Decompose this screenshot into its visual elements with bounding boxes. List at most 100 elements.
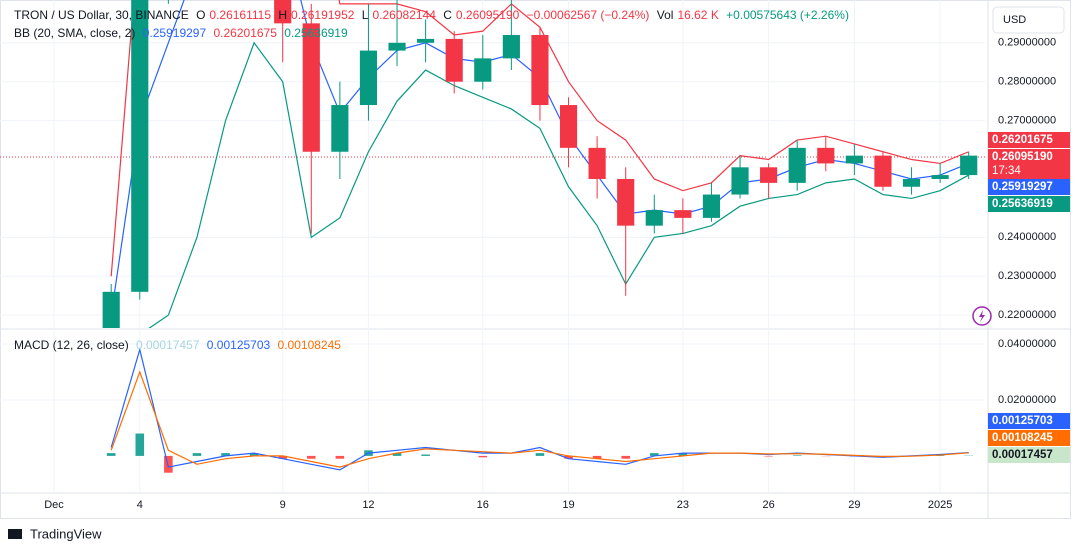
macd-hist-bar: [135, 433, 145, 456]
x-tick-label: 2025: [928, 499, 952, 511]
brand: TradingView: [30, 526, 102, 541]
y-tick-label: 0.27000000: [998, 115, 1056, 127]
y-tick-label: 0.28000000: [998, 76, 1056, 88]
candle-body: [845, 155, 863, 164]
x-tick-label: 12: [362, 499, 374, 511]
candle-body: [102, 291, 120, 328]
candle-body: [302, 23, 320, 152]
candle-body: [502, 35, 520, 59]
change: −0.00062567 (−0.24%): [526, 8, 650, 22]
o-label: O: [196, 8, 206, 22]
macd-hist-bar: [249, 453, 259, 456]
macd-hist-bar: [278, 455, 287, 459]
candle-body: [131, 0, 149, 292]
macd-hist-bar: [335, 455, 345, 459]
candle-body: [417, 38, 435, 43]
x-tick-label: 16: [477, 499, 489, 511]
x-tick-label: 19: [562, 499, 574, 511]
symbol: TRON / US Dollar, 30, BINANCE: [14, 8, 189, 22]
c-label: C: [443, 8, 452, 22]
currency-button[interactable]: [992, 6, 1065, 34]
candle-body: [902, 178, 921, 187]
candle-body: [817, 147, 835, 164]
candle-body: [474, 58, 492, 82]
vol-change: +0.00575643 (+2.26%): [726, 8, 849, 22]
bb-basis: 0.25919297: [142, 26, 207, 40]
x-tick-label: 26: [762, 499, 774, 511]
macd-hist-bar: [306, 455, 316, 459]
bb-name: BB (20, SMA, close, 2): [14, 26, 136, 40]
x-tick-label: 9: [280, 499, 286, 511]
candle-body: [588, 147, 606, 179]
macd-tag: 0.00125703: [988, 413, 1070, 429]
macd-hist-bar: [478, 455, 488, 458]
bb-legend: BB (20, SMA, close, 2) 0.25919297 0.2620…: [14, 26, 352, 40]
candle-body: [359, 50, 378, 106]
candle-body: [931, 175, 949, 179]
bb-upper: 0.26201675: [213, 26, 277, 40]
currency[interactable]: USD: [1003, 14, 1026, 26]
macd-hist-bar: [678, 453, 688, 456]
y-tick-label: 0.23000000: [998, 270, 1056, 282]
candle-body: [331, 105, 349, 152]
bb-line: [148, 41, 969, 328]
y2-tick-label: 0.02000000: [998, 394, 1056, 406]
price-value: 0.26095190: [992, 151, 1053, 163]
candle-body: [388, 42, 406, 51]
macd-hist-bar: [621, 455, 630, 459]
candle-body: [645, 210, 663, 226]
ohlc-legend: TRON / US Dollar, 30, BINANCE O 0.2616111…: [14, 8, 853, 22]
candle-body: [674, 210, 692, 218]
macd-hist-bar: [649, 453, 659, 456]
candle-body: [702, 194, 721, 218]
upper-tag: 0.26201675: [988, 132, 1070, 148]
macd-name: MACD (12, 26, close): [14, 338, 129, 352]
macd-hist-bar: [421, 454, 430, 456]
macd-hist-bar: [592, 455, 602, 459]
alert-bolt: [979, 310, 985, 322]
macd-hist-bar: [535, 453, 545, 456]
candle-body: [788, 147, 806, 183]
y-tick-label: 0.29000000: [998, 37, 1056, 49]
candle-body: [960, 155, 978, 176]
vol-label: Vol: [656, 8, 674, 22]
candle-body: [731, 167, 749, 195]
macd-hist: 0.00017457: [136, 338, 200, 352]
macd-hist-bar: [106, 453, 116, 456]
price-tag: 0.26095190 17:34: [988, 149, 1070, 179]
candle-body: [274, 0, 292, 24]
macd-hist-bar: [192, 453, 202, 456]
close: 0.26095190: [455, 8, 520, 22]
candle-body: [874, 155, 892, 187]
macd-legend: MACD (12, 26, close) 0.00017457 0.001257…: [14, 338, 345, 352]
macd-hist-bar: [792, 455, 802, 456]
macd-hist-bar: [221, 453, 230, 456]
candle-body: [760, 167, 778, 183]
hist-tag: 0.00017457: [988, 447, 1070, 463]
lower-tag: 0.25636919: [988, 196, 1070, 212]
signal-line: [110, 370, 969, 468]
x-tick-label: 23: [677, 499, 689, 511]
x-tick-label: 29: [848, 499, 860, 511]
volume: 16.62 K: [677, 8, 719, 22]
macd-signal: 0.00108245: [277, 338, 341, 352]
bb-lower: 0.25636919: [284, 26, 348, 40]
macd-hist-bar: [564, 455, 573, 459]
macd-hist-bar: [164, 455, 173, 473]
y-tick-label: 0.24000000: [998, 231, 1056, 243]
macd-hist-bar: [764, 455, 773, 457]
l-label: L: [361, 8, 369, 22]
frame: [0, 0, 1071, 519]
countdown: 17:34: [992, 165, 1021, 177]
candle-body: [559, 105, 578, 148]
brand-logo: [8, 529, 22, 539]
signal-tag: 0.00108245: [988, 430, 1070, 446]
x-tick-label: 4: [137, 499, 143, 511]
candle-body: [445, 38, 463, 82]
candle-body: [617, 178, 635, 226]
macd-hist-bar: [392, 453, 402, 456]
basis-tag: 0.25919297: [988, 179, 1070, 195]
open: 0.26161115: [209, 8, 272, 22]
